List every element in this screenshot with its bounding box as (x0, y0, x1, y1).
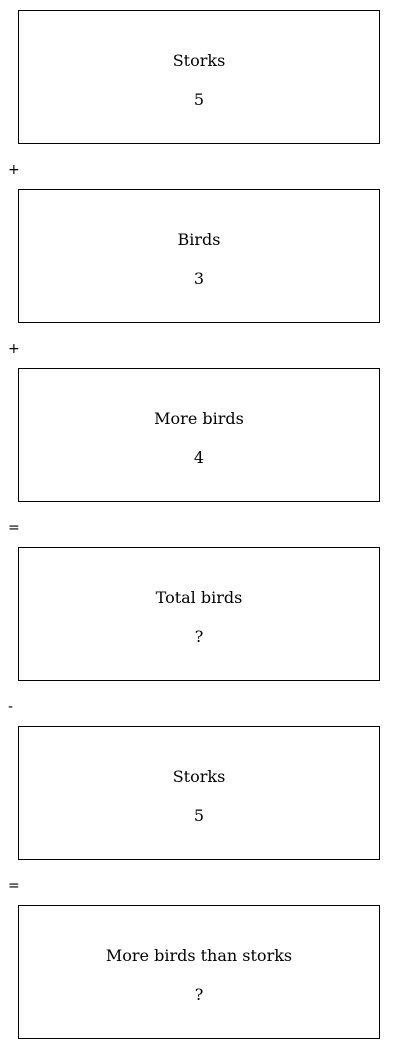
box-value: 4 (193, 448, 205, 467)
box-label: More birds than storks (105, 946, 293, 965)
plus-operator: + (8, 162, 20, 178)
box-value: ? (194, 985, 204, 1004)
box-storks-repeat: Storks 5 (18, 726, 380, 860)
box-value: 5 (193, 806, 205, 825)
equals-operator: = (8, 520, 20, 536)
minus-operator: - (8, 699, 14, 715)
box-value: 3 (193, 269, 205, 288)
box-label: Birds (177, 230, 221, 249)
plus-operator: + (8, 341, 20, 357)
box-label: Storks (172, 767, 226, 786)
box-value: ? (194, 627, 204, 646)
box-total-birds: Total birds ? (18, 547, 380, 681)
box-label: More birds (154, 409, 244, 428)
box-more-birds: More birds 4 (18, 368, 380, 502)
box-more-birds-than-storks: More birds than storks ? (18, 905, 380, 1039)
box-value: 5 (193, 90, 205, 109)
box-birds: Birds 3 (18, 189, 380, 323)
box-storks: Storks 5 (18, 10, 380, 144)
box-label: Storks (172, 51, 226, 70)
equals-operator: = (8, 878, 20, 894)
box-label: Total birds (155, 588, 243, 607)
